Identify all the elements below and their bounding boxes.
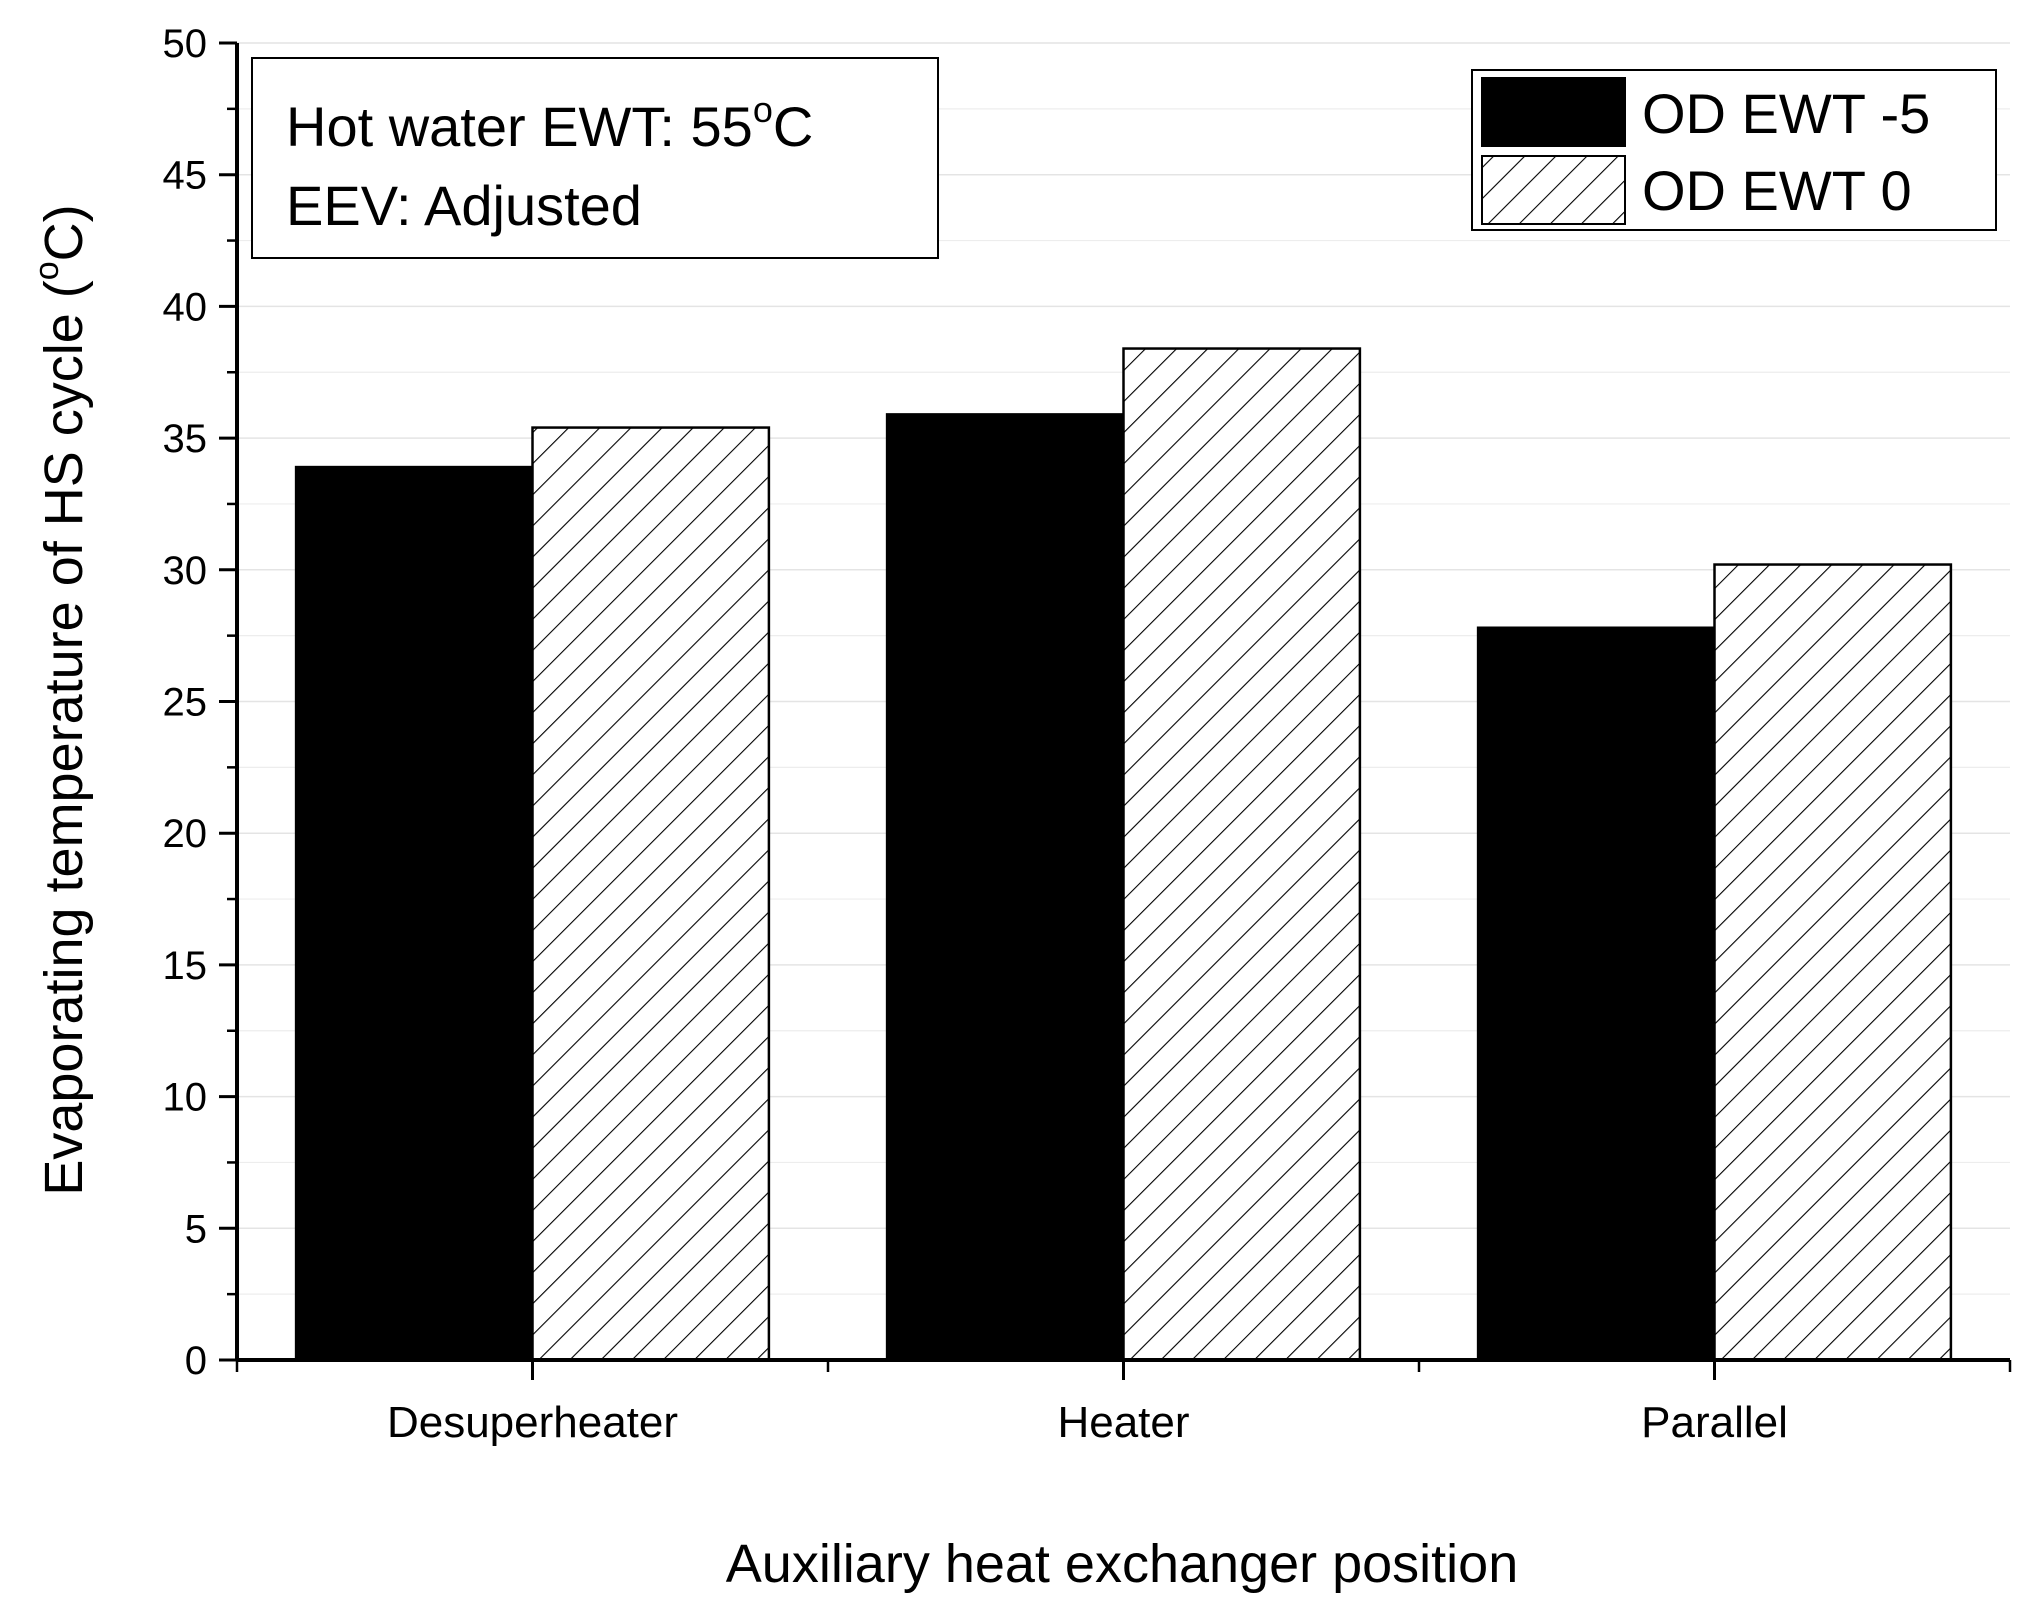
x-tick-label: Heater — [1057, 1398, 1189, 1447]
y-tick-label: 30 — [163, 549, 208, 593]
annotation-box: Hot water EWT: 55oC EEV: Adjusted — [251, 57, 939, 259]
x-axis-ticks: Desuperheater Heater Parallel — [235, 1360, 2012, 1447]
y-axis-title-main: Evaporating temperature of HS cycle ( — [34, 280, 94, 1195]
y-tick-label: 0 — [185, 1339, 207, 1383]
legend-label-od-ewt-minus-5: OD EWT -5 — [1642, 82, 1930, 145]
bar-od-ewt-minus-5-parallel — [1476, 626, 1716, 1362]
annotation-line-1-main: Hot water EWT: 55 — [286, 95, 753, 158]
x-tick-label: Desuperheater — [387, 1398, 678, 1447]
bar-od-ewt-minus-5-heater — [885, 413, 1125, 1362]
bar-od-ewt-minus-5-desuperheater — [294, 465, 534, 1362]
bar-od-ewt-0-heater — [1122, 347, 1362, 1362]
legend-swatch-od-ewt-minus-5 — [1481, 77, 1626, 147]
bars — [294, 347, 1953, 1362]
y-tick-label: 35 — [163, 417, 208, 461]
y-tick-label: 10 — [163, 1076, 208, 1120]
legend: OD EWT -5 OD EWT 0 — [1471, 69, 1997, 231]
bar-od-ewt-0-desuperheater — [531, 426, 771, 1362]
y-tick-label: 5 — [185, 1207, 207, 1251]
y-tick-label: 45 — [163, 154, 208, 198]
y-tick-label: 20 — [163, 812, 208, 856]
annotation-frame — [251, 57, 939, 259]
bar-od-ewt-0-parallel — [1713, 563, 1953, 1362]
y-tick-label: 50 — [163, 22, 208, 66]
annotation-line-1: Hot water EWT: 55oC — [286, 89, 813, 158]
annotation-line-1-superscript: o — [753, 89, 773, 130]
annotation-line-1-unit: C — [773, 95, 813, 158]
y-axis-title: Evaporating temperature of HS cycle (oC) — [28, 204, 94, 1195]
legend-label-od-ewt-0: OD EWT 0 — [1642, 159, 1912, 222]
y-axis-ticks: 0 5 10 15 20 25 30 35 40 45 50 — [163, 22, 237, 1383]
y-axis-title-superscript: o — [28, 261, 66, 280]
legend-swatch-od-ewt-0 — [1481, 155, 1626, 225]
y-tick-label: 15 — [163, 944, 208, 988]
annotation-line-2: EEV: Adjusted — [286, 174, 642, 237]
x-tick-label: Parallel — [1641, 1398, 1788, 1447]
y-axis-title-unit: C) — [34, 204, 94, 261]
y-tick-label: 40 — [163, 285, 208, 329]
y-tick-label: 25 — [163, 681, 208, 725]
x-axis-title: Auxiliary heat exchanger position — [726, 1534, 1518, 1594]
